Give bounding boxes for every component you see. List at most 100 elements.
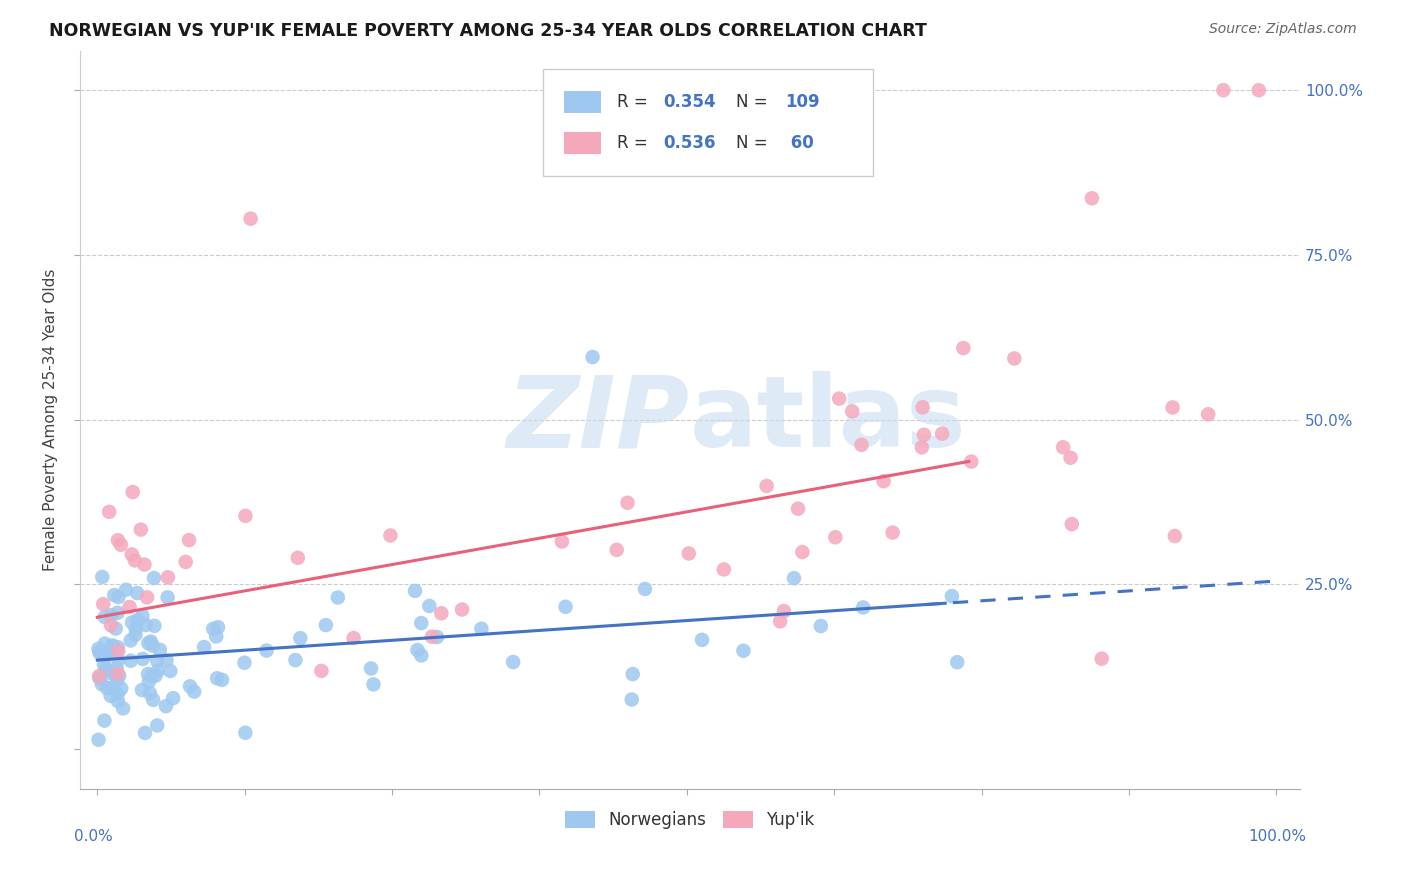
Point (89, 669, 111, 683)
Point (103, 588, 125, 602)
Point (290, 631, 312, 645)
Point (177, 533, 200, 548)
Point (107, 687, 129, 701)
Point (1164, 529, 1187, 543)
Point (211, 673, 233, 687)
Text: N =: N = (737, 134, 773, 152)
Text: 0.0%: 0.0% (73, 830, 112, 844)
Point (146, 718, 169, 732)
Point (1059, 450, 1081, 465)
Point (235, 508, 257, 523)
Point (141, 669, 163, 683)
Point (852, 600, 875, 615)
Point (1161, 401, 1184, 415)
Point (233, 656, 256, 670)
Point (233, 725, 256, 739)
Point (179, 679, 201, 693)
Legend: Norwegians, Yup'ik: Norwegians, Yup'ik (558, 804, 821, 836)
Point (110, 538, 132, 552)
Point (912, 427, 935, 442)
Point (118, 599, 141, 614)
Point (342, 631, 364, 645)
Point (404, 583, 426, 598)
Point (107, 606, 129, 620)
Point (311, 664, 333, 678)
Point (107, 533, 129, 548)
Point (284, 653, 307, 667)
Point (451, 602, 474, 616)
Point (851, 438, 873, 452)
Text: 60: 60 (785, 134, 814, 152)
Point (100, 689, 122, 703)
Point (678, 546, 700, 560)
Point (145, 668, 167, 682)
Point (406, 643, 429, 657)
Point (93, 646, 115, 660)
Point (91, 597, 114, 611)
Point (87, 641, 110, 656)
Point (136, 591, 159, 605)
Point (787, 501, 810, 516)
Point (174, 555, 197, 569)
Point (142, 693, 165, 707)
Point (127, 613, 149, 627)
Point (107, 666, 129, 681)
Point (755, 479, 778, 493)
Point (120, 654, 142, 668)
Point (1060, 517, 1083, 532)
Point (769, 615, 792, 629)
Point (93, 714, 115, 728)
Point (121, 485, 143, 500)
FancyBboxPatch shape (564, 91, 600, 113)
Point (360, 661, 382, 675)
Point (634, 582, 657, 596)
Text: 109: 109 (785, 94, 820, 112)
Point (91, 648, 114, 663)
Point (101, 640, 124, 654)
Point (239, 211, 262, 226)
Point (104, 668, 127, 682)
Text: 0.536: 0.536 (664, 134, 716, 152)
Point (202, 622, 225, 636)
Point (93, 610, 115, 624)
Text: N =: N = (737, 94, 773, 112)
Point (256, 643, 278, 657)
Point (502, 655, 524, 669)
Point (124, 553, 146, 567)
Point (138, 636, 160, 650)
Point (105, 673, 128, 687)
Point (205, 671, 228, 685)
Point (100, 618, 122, 632)
Point (1212, 83, 1234, 97)
Point (131, 608, 153, 623)
Point (108, 668, 131, 682)
Text: ZIP: ZIP (506, 371, 690, 468)
Point (411, 615, 433, 630)
Point (155, 653, 177, 667)
Point (91, 570, 114, 584)
Point (828, 392, 851, 406)
Point (146, 654, 169, 668)
Point (156, 591, 179, 605)
Point (620, 692, 643, 706)
Point (134, 558, 156, 572)
Point (105, 661, 128, 675)
Point (90, 646, 112, 660)
Point (100, 681, 122, 695)
Point (89, 671, 111, 685)
Point (138, 674, 160, 689)
Point (616, 496, 638, 510)
Point (100, 643, 122, 657)
Point (124, 622, 146, 636)
Point (121, 615, 143, 630)
Point (713, 562, 735, 576)
Point (142, 639, 165, 653)
Point (733, 644, 755, 658)
Point (1091, 651, 1114, 665)
Point (98, 505, 121, 519)
Y-axis label: Female Poverty Among 25-34 Year Olds: Female Poverty Among 25-34 Year Olds (44, 268, 58, 571)
Point (107, 644, 129, 658)
Point (621, 667, 644, 681)
Text: 0.354: 0.354 (664, 94, 716, 112)
Point (380, 528, 402, 542)
